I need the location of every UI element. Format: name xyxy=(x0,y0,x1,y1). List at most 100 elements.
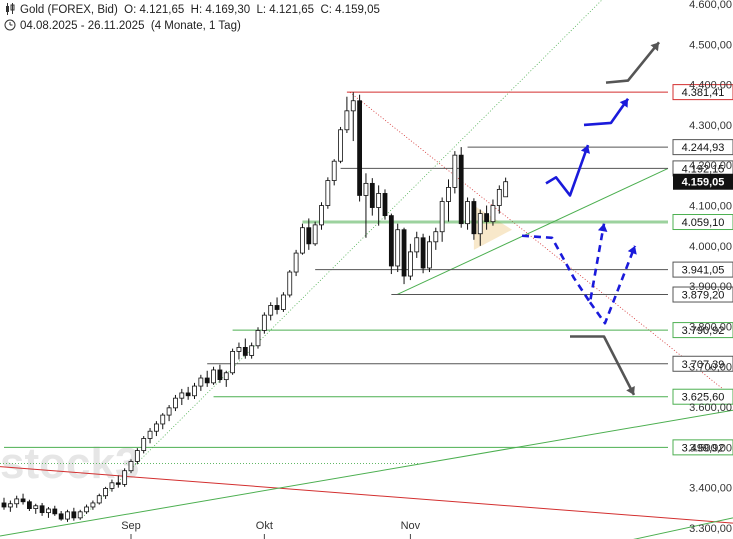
candle-body xyxy=(249,345,255,356)
candle-body xyxy=(280,294,286,310)
level-label-box xyxy=(672,139,733,156)
current-price-box xyxy=(673,173,733,190)
candle-body xyxy=(363,182,369,196)
candles xyxy=(1,92,509,522)
candle-body xyxy=(7,503,13,508)
candle-body xyxy=(173,397,178,409)
y-tick-label: 3.900,00 xyxy=(689,281,732,293)
bull-dashed-arrow-2 xyxy=(588,245,637,325)
candle-body xyxy=(407,251,413,277)
candle-body xyxy=(331,160,337,181)
long-term-up-arrow xyxy=(605,41,661,84)
level-label: 3.625,60 xyxy=(682,392,725,404)
level-label-box xyxy=(672,261,733,278)
candle-body xyxy=(153,423,159,432)
y-tick-label: 3.400,00 xyxy=(689,483,732,495)
candle-body xyxy=(427,241,432,269)
candle-body xyxy=(452,154,458,188)
chart-header: Gold (FOREX, Bid) O: 4.121,65 H: 4.169,3… xyxy=(4,3,380,16)
lower-support-line xyxy=(633,517,733,539)
rising-support-line xyxy=(396,168,669,296)
candle-body xyxy=(211,369,216,384)
candlestick-icon xyxy=(4,3,16,15)
long-term-resistance-line xyxy=(0,466,733,524)
candle-body xyxy=(65,511,70,520)
candle-body xyxy=(109,482,115,489)
candle-body xyxy=(300,227,305,254)
candle-body xyxy=(338,129,343,162)
level-label: 4.192,15 xyxy=(682,163,725,175)
candle-body xyxy=(147,430,153,439)
y-tick-label: 4.100,00 xyxy=(689,201,732,213)
candle-body xyxy=(490,205,496,223)
candle-body xyxy=(344,110,350,131)
candle-body xyxy=(319,205,324,226)
bull-dashed-arrow-1 xyxy=(521,223,606,304)
candle-body xyxy=(325,180,331,206)
dotted-resistance-line xyxy=(349,91,733,398)
x-tick-label: Nov xyxy=(401,520,421,532)
candle-body xyxy=(46,508,51,514)
candle-body xyxy=(39,505,45,514)
candle-body xyxy=(96,495,102,504)
candle-body xyxy=(465,201,470,225)
pennant-shading xyxy=(473,205,512,250)
candle-body xyxy=(401,229,407,277)
y-tick-label: 4.300,00 xyxy=(689,120,732,132)
candle-body xyxy=(128,461,134,472)
candle-body xyxy=(84,506,89,513)
y-tick-label: 3.500,00 xyxy=(689,442,732,454)
arrow-head xyxy=(619,98,628,108)
scenario-arrows xyxy=(521,41,661,396)
candle-body xyxy=(52,508,58,515)
candle-body xyxy=(439,201,445,233)
candle-body xyxy=(471,201,477,235)
y-tick-label: 4.400,00 xyxy=(689,80,732,92)
date-range: 04.08.2025 - 26.11.2025 xyxy=(20,20,145,32)
candle-body xyxy=(484,213,490,223)
level-label: 3.790,92 xyxy=(682,325,725,337)
candle-body xyxy=(382,193,388,217)
candle-body xyxy=(20,498,26,503)
level-label-box xyxy=(672,84,733,101)
long-term-support-line xyxy=(0,409,733,537)
candle-body xyxy=(1,502,7,508)
candle-body xyxy=(77,511,83,519)
chart-range: 04.08.2025 - 26.11.2025 (4 Monate, 1 Tag… xyxy=(4,19,241,32)
y-tick-label: 4.600,00 xyxy=(689,0,732,11)
candle-body xyxy=(204,377,210,384)
y-tick-label: 3.700,00 xyxy=(689,362,732,374)
candle-body xyxy=(496,189,502,206)
candle-body xyxy=(420,237,426,269)
candle-body xyxy=(255,330,261,347)
ohlc-readout: O: 4.121,65 H: 4.169,30 L: 4.121,65 C: 4… xyxy=(124,4,380,16)
candle-body xyxy=(477,213,483,235)
bear-arrow xyxy=(570,335,636,396)
candle-body xyxy=(134,450,140,462)
candle-body xyxy=(90,502,96,508)
level-label-box xyxy=(672,322,733,339)
candle-body xyxy=(312,224,318,245)
level-label: 4.381,41 xyxy=(682,87,725,99)
candle-body xyxy=(287,271,293,296)
level-label-box xyxy=(672,439,733,456)
instrument-label: Gold (FOREX, Bid) xyxy=(20,4,118,16)
y-tick-label: 4.500,00 xyxy=(689,39,732,51)
candle-body xyxy=(58,513,64,520)
candle-body xyxy=(414,237,420,253)
arrow-head xyxy=(650,42,659,52)
y-tick-label: 4.000,00 xyxy=(689,241,732,253)
candle-body xyxy=(179,392,185,399)
candle-body xyxy=(261,314,267,331)
arrow-head xyxy=(580,145,590,154)
candle-body xyxy=(14,498,20,505)
horizontal-levels: 4.381,41 4.244,93 4.192,15 4.059,10 3.941,05… xyxy=(4,84,733,456)
y-tick-label: 3.800,00 xyxy=(689,321,732,333)
arrow-head xyxy=(597,223,608,232)
bull-arrow-1 xyxy=(545,144,590,197)
candle-body xyxy=(274,305,280,310)
candle-body xyxy=(357,100,363,196)
date-range-detail: (4 Monate, 1 Tag) xyxy=(150,20,241,32)
